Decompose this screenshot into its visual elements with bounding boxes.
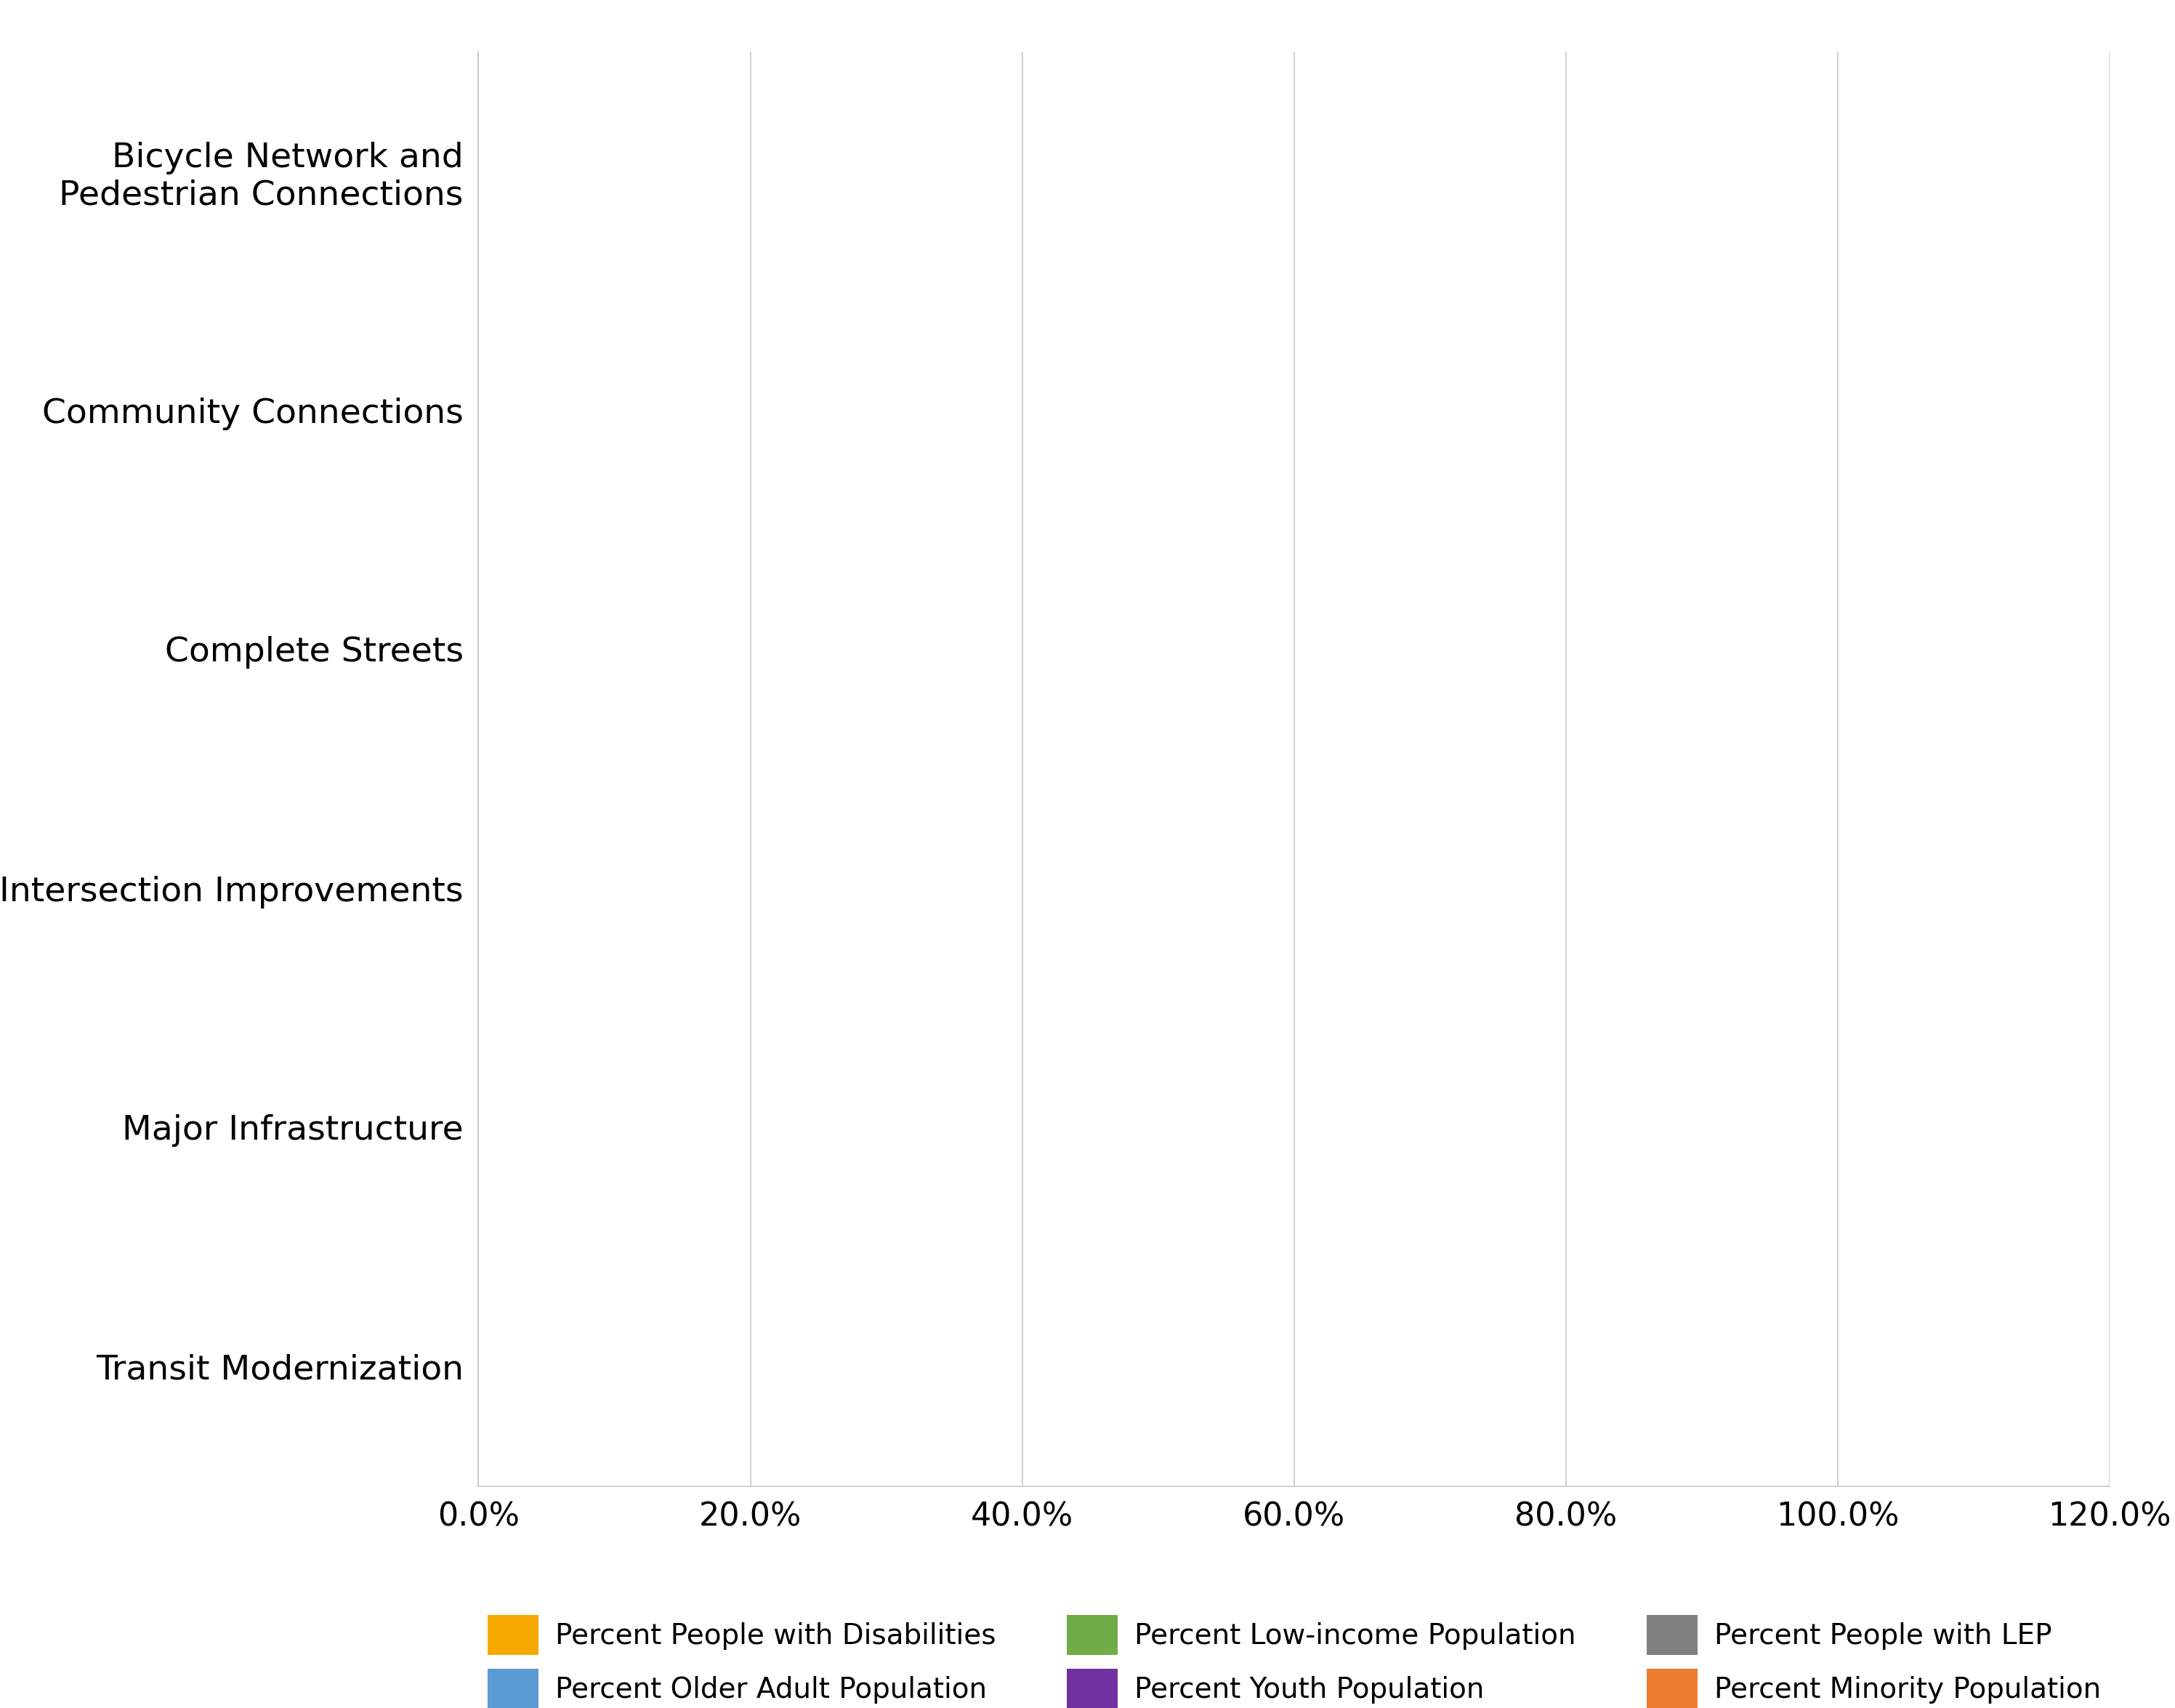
Legend: Percent People with Disabilities, Percent Older Adult Population, Percent Low-in: Percent People with Disabilities, Percen…: [474, 1600, 2114, 1708]
